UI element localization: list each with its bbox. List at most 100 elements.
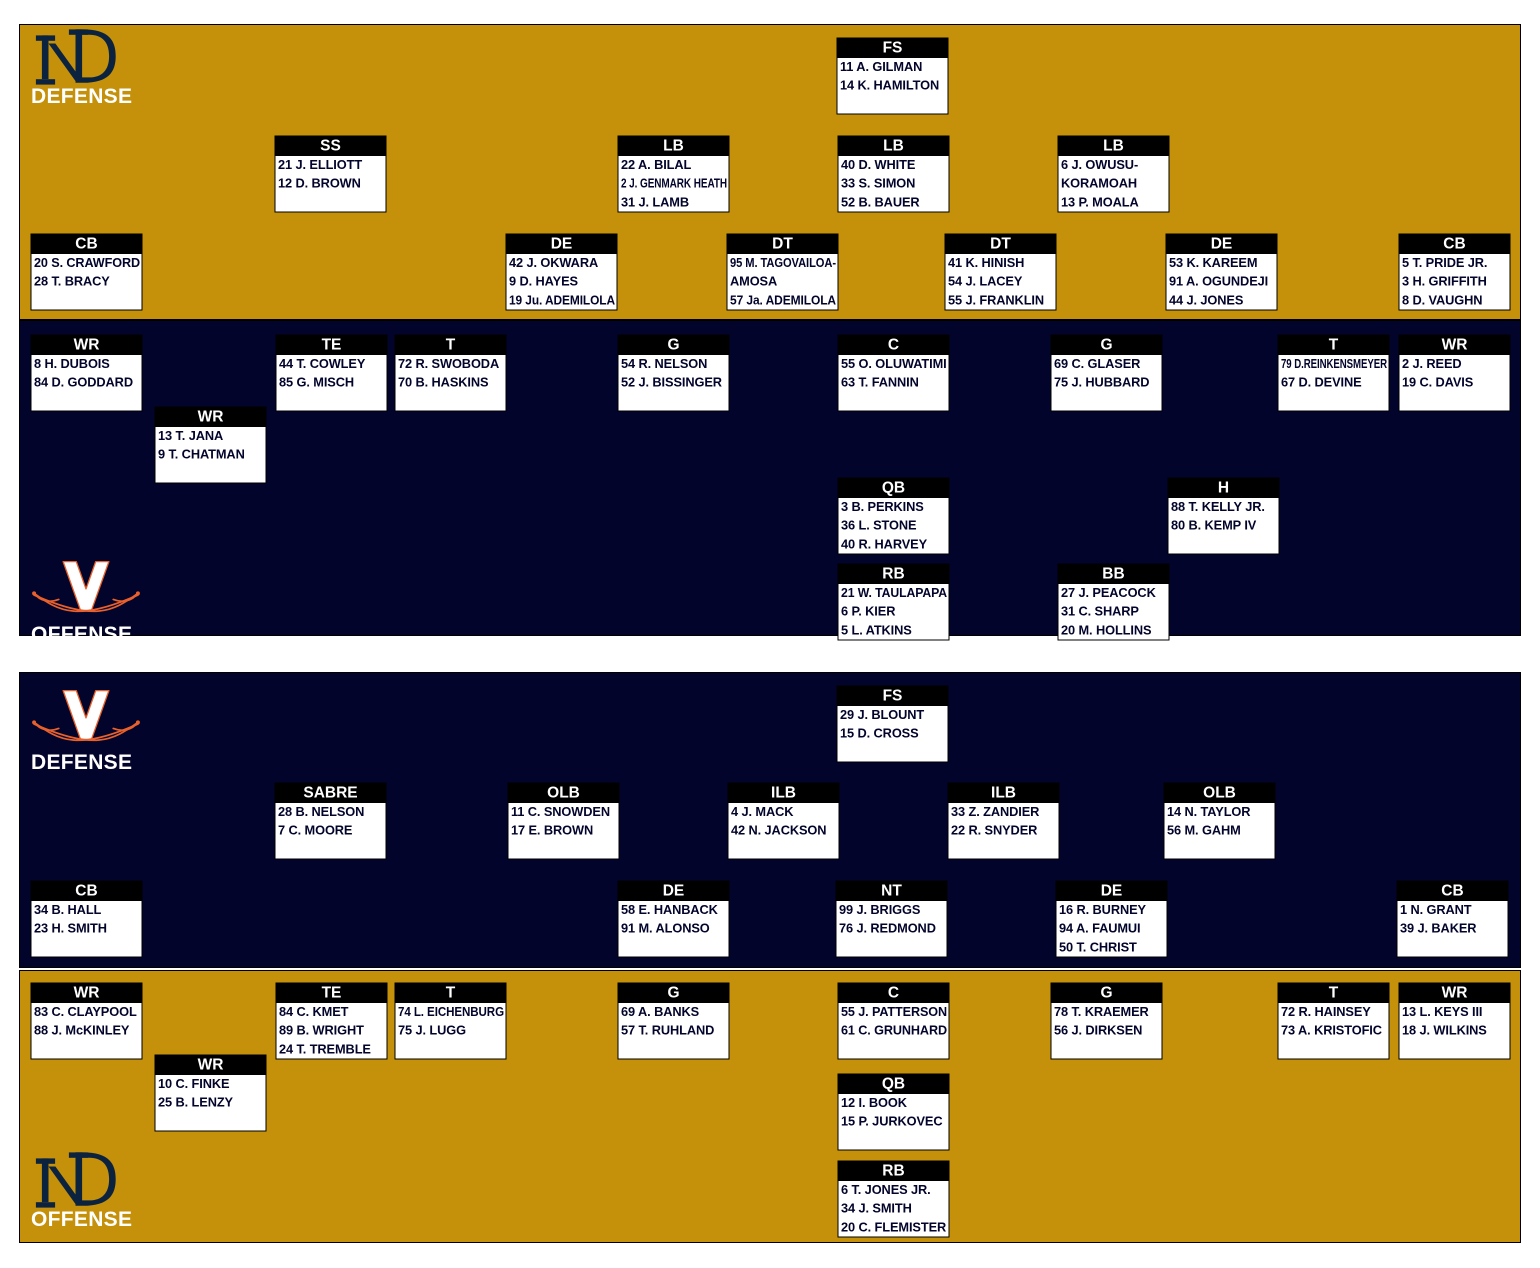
svg-text:H: H — [1218, 480, 1229, 497]
svg-text:WR: WR — [198, 409, 224, 426]
svg-text:67 D. DEVINE: 67 D. DEVINE — [1281, 375, 1362, 390]
svg-text:19 C. DAVIS: 19 C. DAVIS — [1402, 375, 1474, 390]
svg-text:95 M. TAGOVAILOA-: 95 M. TAGOVAILOA- — [730, 255, 836, 270]
svg-text:31 C. SHARP: 31 C. SHARP — [1061, 604, 1139, 619]
svg-text:23 H. SMITH: 23 H. SMITH — [34, 921, 107, 936]
svg-text:DE: DE — [1101, 883, 1123, 900]
svg-text:85 G. MISCH: 85 G. MISCH — [279, 375, 354, 390]
svg-text:44 T. COWLEY: 44 T. COWLEY — [279, 356, 366, 371]
svg-text:52 B. BAUER: 52 B. BAUER — [841, 194, 920, 209]
svg-text:20 S. CRAWFORD: 20 S. CRAWFORD — [34, 255, 140, 270]
svg-text:89 B. WRIGHT: 89 B. WRIGHT — [279, 1023, 364, 1038]
svg-text:36 L. STONE: 36 L. STONE — [841, 518, 917, 533]
svg-text:DE: DE — [1211, 236, 1233, 253]
svg-text:11 C. SNOWDEN: 11 C. SNOWDEN — [511, 804, 610, 819]
svg-text:99 J. BRIGGS: 99 J. BRIGGS — [839, 902, 921, 917]
svg-text:72 R. SWOBODA: 72 R. SWOBODA — [398, 356, 499, 371]
svg-text:5 T. PRIDE JR.: 5 T. PRIDE JR. — [1402, 255, 1487, 270]
svg-text:19 Ju. ADEMILOLA: 19 Ju. ADEMILOLA — [509, 292, 615, 307]
svg-text:LB: LB — [883, 138, 904, 155]
svg-text:63 T. FANNIN: 63 T. FANNIN — [841, 375, 919, 390]
svg-text:91 A. OGUNDEJI: 91 A. OGUNDEJI — [1169, 274, 1268, 289]
svg-text:79 D.REINKENSMEYER: 79 D.REINKENSMEYER — [1281, 356, 1387, 371]
svg-text:54 R. NELSON: 54 R. NELSON — [621, 356, 707, 371]
svg-text:NT: NT — [881, 883, 902, 900]
svg-text:T: T — [1329, 985, 1339, 1002]
svg-text:OLB: OLB — [1203, 785, 1236, 802]
svg-text:TE: TE — [322, 985, 342, 1002]
svg-text:27 J. PEACOCK: 27 J. PEACOCK — [1061, 585, 1157, 600]
svg-text:88 T. KELLY JR.: 88 T. KELLY JR. — [1171, 499, 1265, 514]
svg-text:54 J. LACEY: 54 J. LACEY — [948, 274, 1023, 289]
svg-text:42 N. JACKSON: 42 N. JACKSON — [731, 823, 826, 838]
svg-text:DT: DT — [772, 236, 793, 253]
svg-text:75 J. HUBBARD: 75 J. HUBBARD — [1054, 375, 1149, 390]
svg-text:69 C. GLASER: 69 C. GLASER — [1054, 356, 1140, 371]
svg-text:28 T. BRACY: 28 T. BRACY — [34, 274, 110, 289]
svg-text:T: T — [1329, 337, 1339, 354]
svg-text:25 B. LENZY: 25 B. LENZY — [158, 1095, 234, 1110]
svg-text:57 Ja. ADEMILOLA: 57 Ja. ADEMILOLA — [730, 292, 836, 307]
svg-text:SABRE: SABRE — [303, 785, 357, 802]
svg-text:QB: QB — [882, 480, 905, 497]
svg-text:80 B. KEMP IV: 80 B. KEMP IV — [1171, 518, 1257, 533]
svg-text:DE: DE — [551, 236, 573, 253]
svg-text:FS: FS — [883, 688, 903, 705]
svg-text:G: G — [1100, 337, 1112, 354]
svg-text:20 C. FLEMISTER: 20 C. FLEMISTER — [841, 1219, 946, 1234]
svg-text:6 P. KIER: 6 P. KIER — [841, 604, 895, 619]
svg-text:FS: FS — [883, 40, 903, 57]
svg-text:12 D. BROWN: 12 D. BROWN — [278, 176, 361, 191]
svg-text:5 L. ATKINS: 5 L. ATKINS — [841, 622, 912, 637]
svg-text:56 M. GAHM: 56 M. GAHM — [1167, 823, 1241, 838]
svg-text:58 E. HANBACK: 58 E. HANBACK — [621, 902, 719, 917]
svg-text:CB: CB — [1443, 236, 1465, 253]
svg-text:QB: QB — [882, 1076, 905, 1093]
svg-text:74 L. EICHENBURG: 74 L. EICHENBURG — [398, 1004, 504, 1019]
svg-text:9 T. CHATMAN: 9 T. CHATMAN — [158, 447, 245, 462]
svg-text:C: C — [888, 985, 899, 1002]
svg-text:3 H. GRIFFITH: 3 H. GRIFFITH — [1402, 274, 1487, 289]
svg-text:84 D. GODDARD: 84 D. GODDARD — [34, 375, 133, 390]
svg-text:18 J. WILKINS: 18 J. WILKINS — [1402, 1023, 1487, 1038]
svg-text:42 J. OKWARA: 42 J. OKWARA — [509, 255, 598, 270]
svg-text:34 J. SMITH: 34 J. SMITH — [841, 1201, 912, 1216]
svg-text:12 I. BOOK: 12 I. BOOK — [841, 1095, 908, 1110]
svg-text:55 J. PATTERSON: 55 J. PATTERSON — [841, 1004, 947, 1019]
svg-text:WR: WR — [198, 1057, 224, 1074]
svg-text:22 A. BILAL: 22 A. BILAL — [621, 157, 692, 172]
svg-text:20 M. HOLLINS: 20 M. HOLLINS — [1061, 622, 1152, 637]
svg-text:75 J. LUGG: 75 J. LUGG — [398, 1023, 466, 1038]
svg-text:8 H. DUBOIS: 8 H. DUBOIS — [34, 356, 110, 371]
svg-text:3 B. PERKINS: 3 B. PERKINS — [841, 499, 924, 514]
svg-text:DT: DT — [990, 236, 1011, 253]
svg-text:G: G — [667, 337, 679, 354]
svg-text:94 A. FAUMUI: 94 A. FAUMUI — [1059, 921, 1141, 936]
svg-text:70 B. HASKINS: 70 B. HASKINS — [398, 375, 489, 390]
svg-text:31 J. LAMB: 31 J. LAMB — [621, 194, 689, 209]
svg-text:2 J. GENMARK HEATH: 2 J. GENMARK HEATH — [621, 176, 727, 191]
svg-text:10 C. FINKE: 10 C. FINKE — [158, 1076, 230, 1091]
svg-text:52 J. BISSINGER: 52 J. BISSINGER — [621, 375, 722, 390]
svg-text:88 J. McKINLEY: 88 J. McKINLEY — [34, 1023, 130, 1038]
svg-text:28 B. NELSON: 28 B. NELSON — [278, 804, 364, 819]
svg-text:15 P. JURKOVEC: 15 P. JURKOVEC — [841, 1114, 943, 1129]
svg-text:6 T. JONES JR.: 6 T. JONES JR. — [841, 1182, 931, 1197]
svg-text:G: G — [1100, 985, 1112, 1002]
svg-text:6 J. OWUSU-: 6 J. OWUSU- — [1061, 157, 1138, 172]
svg-text:78 T. KRAEMER: 78 T. KRAEMER — [1054, 1004, 1149, 1019]
svg-text:14 N. TAYLOR: 14 N. TAYLOR — [1167, 804, 1250, 819]
svg-text:21 J. ELLIOTT: 21 J. ELLIOTT — [278, 157, 362, 172]
svg-text:ILB: ILB — [771, 785, 796, 802]
svg-text:44 J. JONES: 44 J. JONES — [1169, 292, 1244, 307]
svg-text:15 D. CROSS: 15 D. CROSS — [840, 726, 919, 741]
svg-text:4 J. MACK: 4 J. MACK — [731, 804, 794, 819]
svg-text:13 L. KEYS III: 13 L. KEYS III — [1402, 1004, 1482, 1019]
svg-text:14 K. HAMILTON: 14 K. HAMILTON — [840, 78, 939, 93]
svg-text:53 K. KAREEM: 53 K. KAREEM — [1169, 255, 1257, 270]
svg-text:17 E. BROWN: 17 E. BROWN — [511, 823, 593, 838]
svg-text:LB: LB — [1103, 138, 1124, 155]
svg-text:KORAMOAH: KORAMOAH — [1061, 176, 1137, 191]
svg-text:RB: RB — [882, 566, 904, 583]
svg-text:76 J. REDMOND: 76 J. REDMOND — [839, 921, 936, 936]
